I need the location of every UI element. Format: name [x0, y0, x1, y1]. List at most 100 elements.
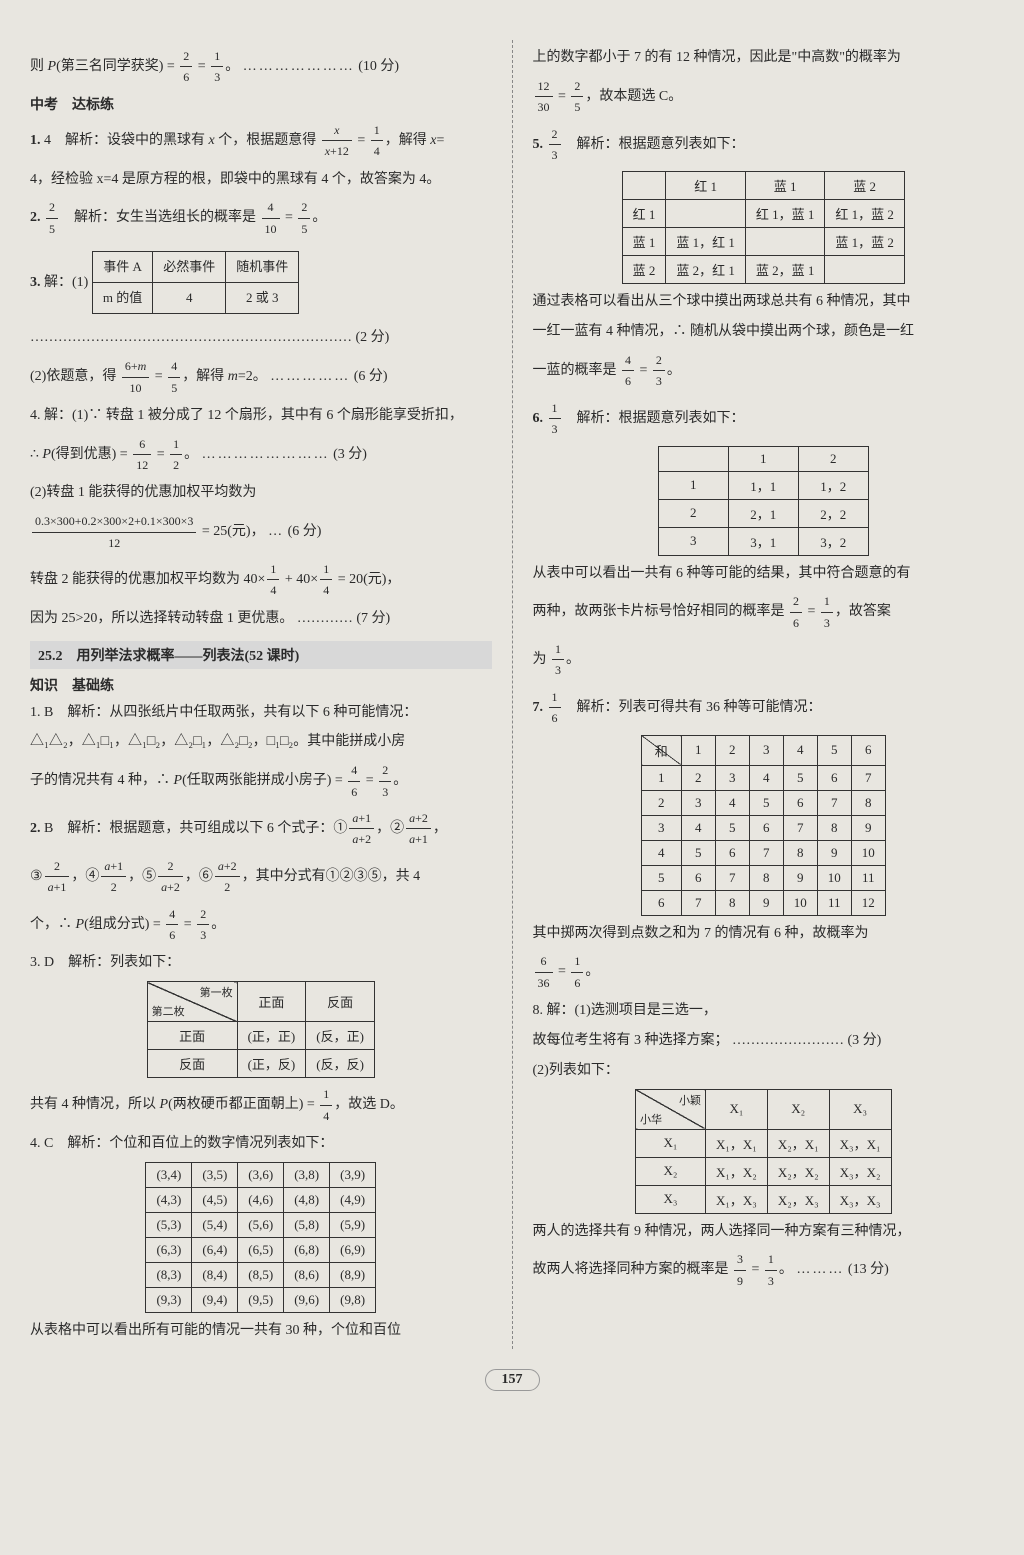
table-cell: (3,6) [238, 1162, 284, 1187]
text-line: 1230 = 25，故本题选 C。 [533, 76, 995, 118]
table-coin: 第一枚第二枚 正面 反面 正面(正，正)(反，正) 反面(正，反)(反，反) [147, 981, 375, 1078]
table-cell: 2，1 [728, 499, 798, 527]
diagonal-cell: 第一枚第二枚 [147, 982, 237, 1022]
table-cell: 9 [817, 840, 851, 865]
table-cell: (5,8) [284, 1212, 330, 1237]
table-cell: (5,3) [146, 1212, 192, 1237]
table-cell: 10 [783, 890, 817, 915]
table-cell: (9,8) [330, 1287, 376, 1312]
table-dice-sum: 和123456123456723456783456789456789105678… [641, 735, 886, 916]
table-cell: X₃ [829, 1089, 891, 1129]
table-cell: 红 1 [622, 200, 666, 228]
table-cell: 3，2 [798, 527, 868, 555]
table-cell: 7 [783, 815, 817, 840]
sub-header: 知识 基础练 [30, 675, 492, 695]
table-cell: (3,5) [192, 1162, 238, 1187]
table-cell: 2 [658, 499, 728, 527]
table-cell: 8 [749, 865, 783, 890]
column-divider [512, 40, 513, 1349]
table-cell: X₂ [635, 1157, 705, 1185]
text-line: ∴ P(得到优惠) = 612 = 12。 …………………… (3 分) [30, 434, 492, 476]
table-cell: 蓝 2 [622, 256, 666, 284]
table-cell: X₂，X₂ [767, 1157, 829, 1185]
text-line: 一红一蓝有 4 种情况，∴ 随机从袋中摸出两个球，颜色是一红 [533, 320, 995, 344]
table-cell: (4,3) [146, 1187, 192, 1212]
table-cell: 蓝 1 [622, 228, 666, 256]
table-cell: (5,6) [238, 1212, 284, 1237]
table-cell: 蓝 2，红 1 [666, 256, 746, 284]
text-line: 4. C 解析：个位和百位上的数字情况列表如下： [30, 1132, 492, 1156]
table-cell [825, 256, 905, 284]
table-cell: 2 [715, 735, 749, 765]
table-cell: (9,3) [146, 1287, 192, 1312]
text-line: 1. 4 解析：设袋中的黑球有 x 个，根据题意得 xx+12 = 14，解得 … [30, 120, 492, 162]
table-cell: 9 [783, 865, 817, 890]
table-cell: 2 [681, 765, 715, 790]
table-cell: (6,3) [146, 1237, 192, 1262]
table-cell [745, 228, 825, 256]
table-cell: 正面 [237, 982, 306, 1022]
table-cell: 4 [715, 790, 749, 815]
text-line: 4，经检验 x=4 是原方程的根，即袋中的黑球有 4 个，故答案为 4。 [30, 168, 492, 192]
table-cell: 11 [817, 890, 851, 915]
table-cell: 7 [681, 890, 715, 915]
diagonal-cell: 和 [641, 735, 681, 765]
table-cell: (4,6) [238, 1187, 284, 1212]
text-line: 两人的选择共有 9 种情况，两人选择同一种方案有三种情况， [533, 1220, 995, 1244]
table-cell: (9,5) [238, 1287, 284, 1312]
table-cell: (3,8) [284, 1162, 330, 1187]
table-cell: 7 [715, 865, 749, 890]
table-cell: 8 [715, 890, 749, 915]
sub-header: 中考 达标练 [30, 94, 492, 114]
right-column: 上的数字都小于 7 的有 12 种情况，因此是"中高数"的概率为 1230 = … [533, 40, 995, 1349]
table-cell: (8,6) [284, 1262, 330, 1287]
text-line: 子的情况共有 4 种，∴ P(任取两张能拼成小房子) = 46 = 23。 [30, 760, 492, 802]
table-cell: 10 [851, 840, 885, 865]
table-cell: 7 [749, 840, 783, 865]
text-line: 0.3×300+0.2×300×2+0.1×300×312 = 25(元)， …… [30, 511, 492, 553]
text-line: 故两人将选择同种方案的概率是 39 = 13。 ……… (13 分) [533, 1249, 995, 1291]
table-cell: 9 [749, 890, 783, 915]
text-line: (2)列表如下： [533, 1059, 995, 1083]
table-cell: 3 [749, 735, 783, 765]
text-line: 6. 13 解析：根据题意列表如下： [533, 398, 995, 440]
text-line: 4. 解：(1)∵ 转盘 1 被分成了 12 个扇形，其中有 6 个扇形能享受折… [30, 404, 492, 428]
table-cell: 4 [783, 735, 817, 765]
table-cell [622, 172, 666, 200]
text-line: △₁△₂，△₁□₁，△₁□₂，△₂□₁，△₂□₂，□₁□₂。其中能拼成小房 [30, 730, 492, 754]
text-line: 8. 解：(1)选测项目是三选一， [533, 999, 995, 1023]
table-cell: 10 [817, 865, 851, 890]
table-cell: 红 1，蓝 1 [745, 200, 825, 228]
table-cell: 蓝 2，蓝 1 [745, 256, 825, 284]
text-line: …………………………………………………………… (2 分) [30, 326, 492, 350]
table-cell: (8,9) [330, 1262, 376, 1287]
table-cell: 6 [749, 815, 783, 840]
table-cell: 5 [749, 790, 783, 815]
table-cell: 6 [715, 840, 749, 865]
text-line: 则 P(第三名同学获奖) = 26 = 13。 ………………… (10 分) [30, 46, 492, 88]
text-line: (2)依题意，得 6+m10 = 45，解得 m=2。 …………… (6 分) [30, 356, 492, 398]
text-line: (2)转盘 1 能获得的优惠加权平均数为 [30, 481, 492, 505]
text-line: 1. B 解析：从四张纸片中任取两张，共有以下 6 种可能情况： [30, 701, 492, 725]
table-cell: 11 [851, 865, 885, 890]
table-cell: (3,4) [146, 1162, 192, 1187]
text-line: 个，∴ P(组成分式) = 46 = 23。 [30, 904, 492, 946]
table-cell: (5,4) [192, 1212, 238, 1237]
text-line: 一蓝的概率是 46 = 23。 [533, 350, 995, 392]
table-cell: X₃ [635, 1185, 705, 1213]
table-cell: 1 [658, 471, 728, 499]
table-cell: 3 [715, 765, 749, 790]
table-cell: m 的值 [92, 283, 152, 314]
table-cell: 5 [641, 865, 681, 890]
table-cell: 蓝 1，红 1 [666, 228, 746, 256]
table-cell: (反，反) [306, 1050, 375, 1078]
left-column: 则 P(第三名同学获奖) = 26 = 13。 ………………… (10 分) 中… [30, 40, 492, 1349]
text-line: 从表中可以看出一共有 6 种等可能的结果，其中符合题意的有 [533, 562, 995, 586]
table-cell: (4,8) [284, 1187, 330, 1212]
table-cell: 6 [817, 765, 851, 790]
table-cell: (6,9) [330, 1237, 376, 1262]
table-cell: 3 [658, 527, 728, 555]
text-line: 上的数字都小于 7 的有 12 种情况，因此是"中高数"的概率为 [533, 46, 995, 70]
table-cell: 2 [798, 446, 868, 471]
table-cell: 4 [641, 840, 681, 865]
